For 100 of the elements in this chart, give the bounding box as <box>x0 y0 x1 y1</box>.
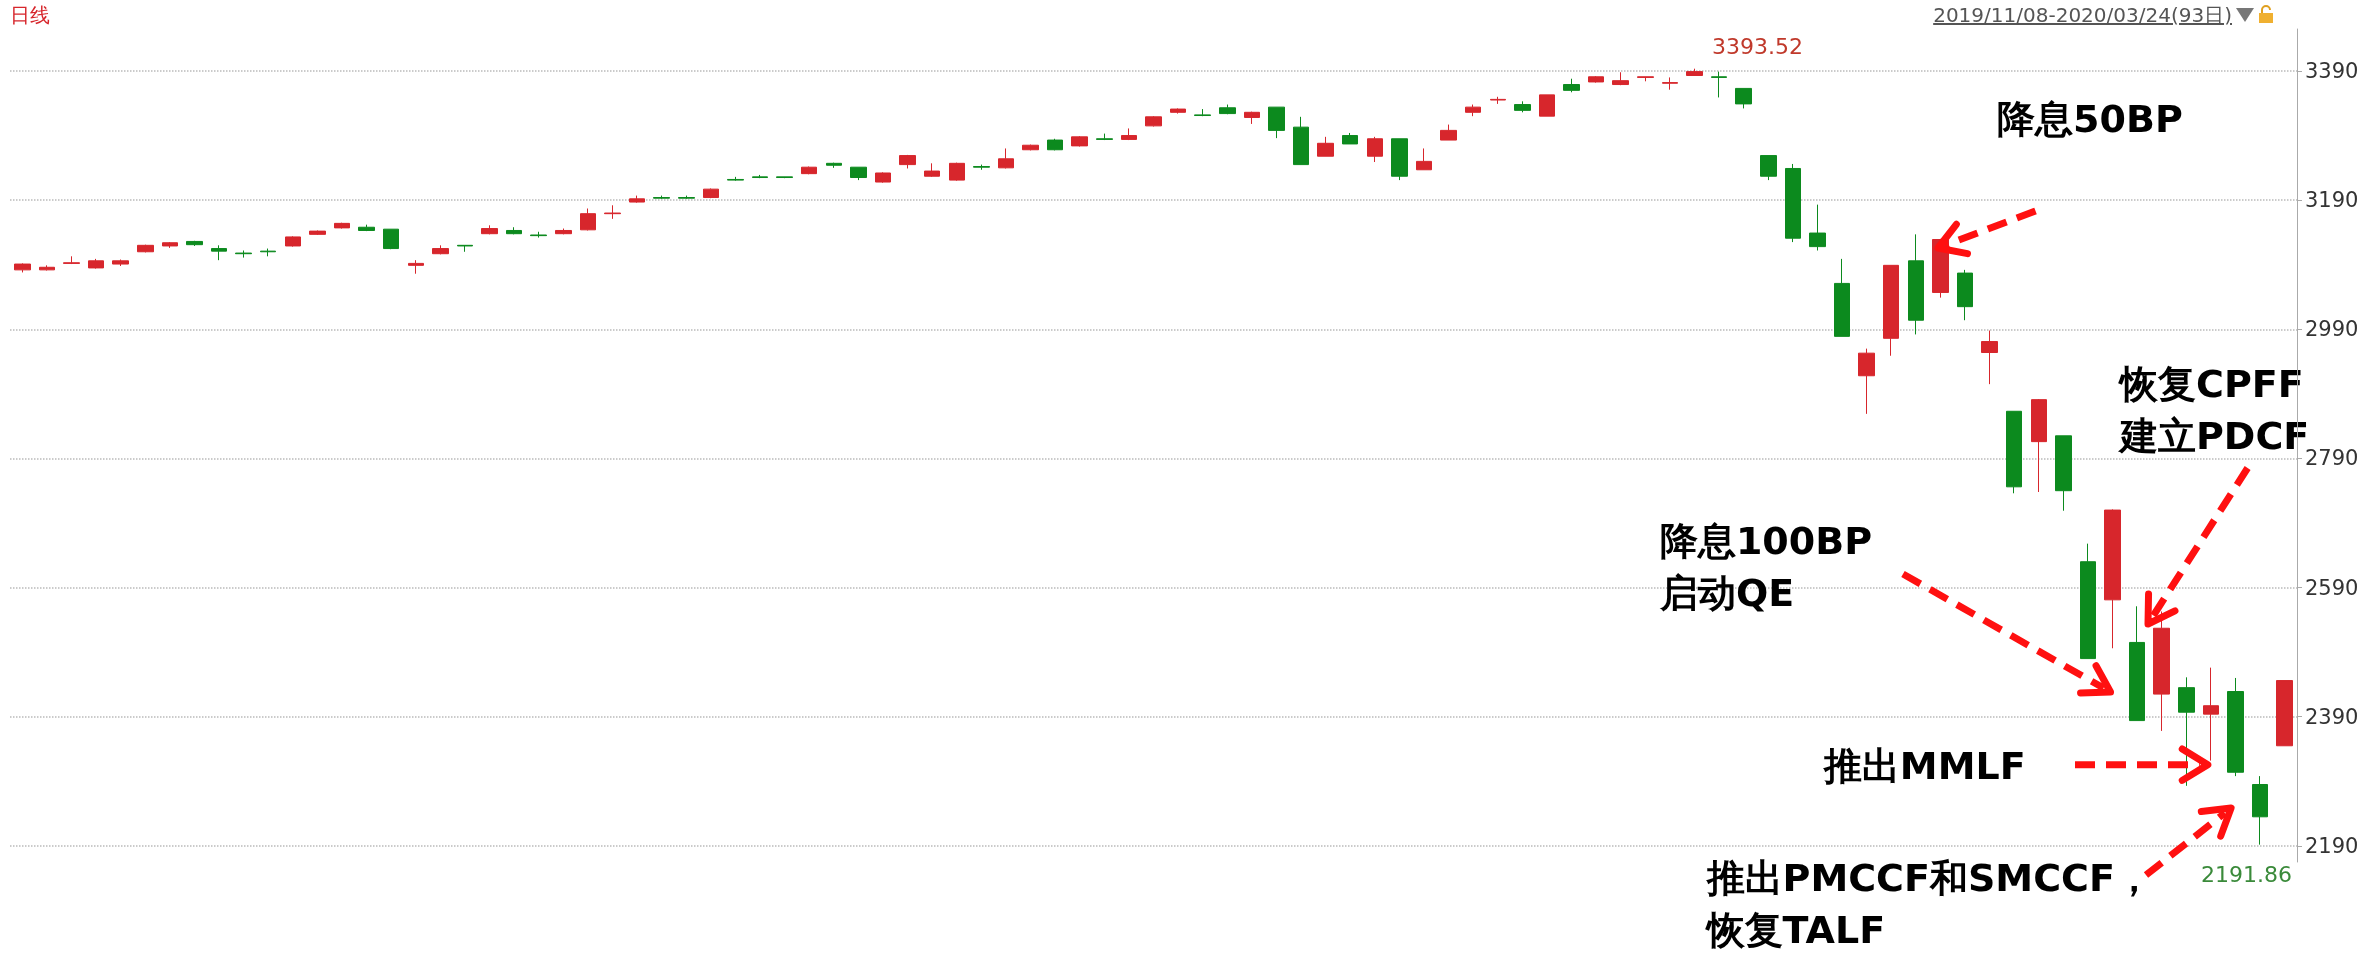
candlestick <box>137 244 154 253</box>
candlestick <box>1662 76 1678 91</box>
candlestick <box>383 228 399 250</box>
candlestick <box>309 229 326 236</box>
candlestick <box>875 171 891 184</box>
candlestick <box>162 241 178 249</box>
candlestick <box>1391 138 1408 181</box>
candlestick <box>1563 78 1580 93</box>
candlestick <box>14 262 31 273</box>
candlestick <box>1194 108 1211 117</box>
candlestick <box>1858 348 1875 415</box>
candlestick <box>1735 87 1752 109</box>
candlestick <box>112 259 129 267</box>
candlestick <box>260 248 276 257</box>
candlestick <box>850 166 867 181</box>
candlestick <box>88 258 104 270</box>
candlestick <box>1071 135 1088 148</box>
candlestick <box>1612 71 1629 86</box>
candlestick <box>826 162 842 169</box>
candlestick <box>2203 667 2219 762</box>
candlestick <box>629 195 645 204</box>
candlestick <box>1981 330 1998 385</box>
candlestick <box>1686 68 1703 76</box>
y-tick-label: 2590 <box>2305 575 2359 600</box>
candlestick <box>506 226 522 235</box>
candlestick <box>2178 676 2195 787</box>
candlestick <box>39 264 55 272</box>
candlestick <box>432 244 449 255</box>
candlestick <box>1760 155 1777 181</box>
chart-title: 日线 <box>10 2 50 29</box>
chart-subtitle: 2019/11/08-2020/03/24(93日) <box>1933 2 2232 29</box>
candlestick <box>2006 410 2022 494</box>
candlestick <box>2276 680 2293 747</box>
candlestick <box>2227 677 2244 777</box>
annotation: 恢复CPFF <box>2118 362 2304 406</box>
candlestick <box>2104 508 2121 649</box>
candlestick <box>1096 133 1113 141</box>
candlestick <box>1293 116 1309 166</box>
candlestick <box>1834 258 1850 337</box>
candlestick <box>1809 204 1826 251</box>
candlestick <box>776 176 793 179</box>
candlestick <box>1416 147 1432 171</box>
candlestick <box>1268 106 1285 139</box>
candlestick <box>186 240 203 247</box>
candlestick <box>555 228 572 235</box>
annotation: 2191.86 <box>2201 861 2292 887</box>
candlestick <box>408 259 424 275</box>
candlestick <box>2252 775 2268 846</box>
candlestick <box>604 204 621 220</box>
candlestick <box>2153 610 2170 732</box>
candlestick <box>1145 115 1162 128</box>
text: 恢复TALF <box>1704 908 1886 952</box>
y-tick-label: 2990 <box>2305 317 2359 342</box>
candlestick <box>334 222 350 230</box>
candlestick <box>727 176 744 182</box>
candlestick <box>1711 71 1727 98</box>
candlestick <box>481 224 498 235</box>
candlestick <box>2031 398 2047 493</box>
candlestick <box>1342 132 1358 145</box>
candlestick <box>973 164 990 171</box>
candlestick <box>949 162 965 182</box>
candlestick <box>1317 136 1334 157</box>
candlestick <box>1244 111 1260 125</box>
candlestick <box>580 208 596 231</box>
candlestick <box>801 166 817 175</box>
y-tick-label: 2390 <box>2305 704 2359 729</box>
candlestick <box>1440 124 1457 141</box>
candlestick <box>1367 136 1383 163</box>
candlestick <box>2129 605 2145 722</box>
candlestick <box>211 244 227 261</box>
candlestick <box>2055 435 2072 512</box>
annotation: 降息50BP <box>1997 97 2183 141</box>
candlestick <box>1637 76 1654 82</box>
annotation: 推出MMLF <box>1822 744 2026 788</box>
candlestick <box>752 174 768 179</box>
candlestick <box>998 147 1014 169</box>
candlestick <box>924 162 940 178</box>
candlestick <box>1588 75 1604 84</box>
candlestick <box>285 235 301 248</box>
candlestick <box>530 231 547 239</box>
candlestick <box>1908 233 1924 335</box>
candlestick <box>899 154 916 169</box>
candlestick <box>358 224 375 232</box>
candlestick <box>1514 100 1531 113</box>
candlestick <box>1047 138 1063 151</box>
candlestick <box>678 195 695 200</box>
annotation: 启动QE <box>1658 571 1795 615</box>
candlestick <box>1022 144 1039 151</box>
candlestick <box>63 255 80 265</box>
candlestick <box>1465 104 1481 117</box>
candlestick <box>1785 163 1801 243</box>
candlestick <box>653 195 670 200</box>
annotation: 3393.52 <box>1712 33 1803 59</box>
candlestick <box>1539 94 1555 117</box>
y-tick-label: 2190 <box>2305 833 2359 858</box>
candlestick <box>1121 127 1137 141</box>
candlestick <box>1219 104 1236 115</box>
y-tick-label: 3190 <box>2305 188 2359 213</box>
candlestick <box>703 188 719 199</box>
candlestick <box>1490 96 1506 105</box>
